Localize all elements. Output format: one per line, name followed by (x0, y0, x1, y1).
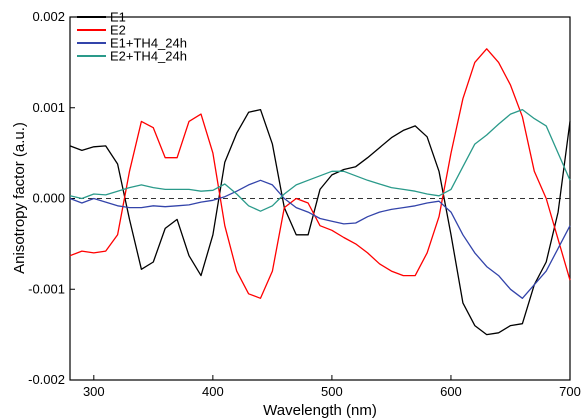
legend-label: E1+TH4_24h (110, 36, 187, 51)
legend-label: E2+TH4_24h (110, 49, 187, 64)
x-tick-label: 700 (559, 384, 581, 399)
x-axis-label: Wavelength (nm) (263, 402, 377, 419)
series-line-e2-th4-24h (69, 108, 571, 212)
y-tick-label: -0.002 (28, 372, 65, 387)
y-tick-label: -0.001 (28, 281, 65, 296)
legend-label: E2 (110, 23, 126, 38)
x-tick-label: 400 (202, 384, 224, 399)
x-axis-ticks: 300 400 500 600 700 (83, 375, 581, 399)
y-axis-label: Anisotropy factor (a.u.) (11, 122, 28, 274)
y-axis-ticks: -0.002 -0.001 0.000 0.001 0.002 (28, 9, 75, 387)
series-line-e1 (69, 108, 571, 336)
series-line-e2 (69, 48, 571, 299)
series-lines (69, 48, 571, 336)
x-tick-label: 600 (440, 384, 462, 399)
y-tick-label: 0.001 (32, 100, 65, 115)
x-tick-label: 500 (321, 384, 343, 399)
y-tick-label: 0.000 (32, 191, 65, 206)
series-line-e1-th4-24h (69, 179, 571, 299)
x-tick-label: 300 (83, 384, 105, 399)
legend-label: E1 (110, 10, 126, 25)
y-tick-label: 0.002 (32, 9, 65, 24)
